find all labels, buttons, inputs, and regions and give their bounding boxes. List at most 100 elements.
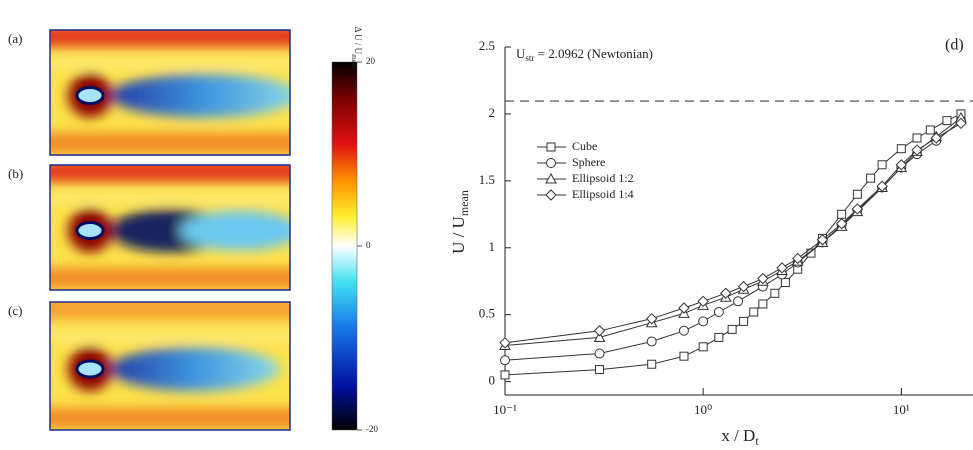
marker	[593, 331, 606, 342]
marker	[912, 133, 922, 143]
wake	[110, 347, 280, 391]
marker	[698, 342, 708, 352]
y-tick-label: 2.5	[479, 38, 495, 53]
marker	[780, 278, 790, 288]
line-chart: 0 0.5 1 1.5 2 2.5 10⁻¹ 10⁰ 10¹ Cube Sphere Ellipsoi…	[479, 38, 973, 417]
body	[75, 86, 105, 105]
marker	[678, 325, 689, 336]
marker	[593, 325, 606, 337]
marker	[895, 159, 908, 171]
heatmap-field	[50, 165, 290, 288]
marker	[866, 173, 876, 183]
marker	[876, 180, 888, 192]
legend-label: Ellipsoid 1:2	[572, 171, 634, 185]
body	[75, 359, 105, 379]
legend-label: Ellipsoid 1:4	[572, 187, 634, 201]
panel-label: (b)	[8, 166, 23, 181]
marker	[500, 370, 510, 380]
marker	[877, 160, 887, 170]
high-band	[50, 133, 290, 153]
marker	[737, 280, 750, 293]
marker	[646, 313, 658, 325]
high-band	[50, 268, 290, 288]
marker	[595, 365, 605, 375]
colorbar-tick-label: 0	[366, 240, 371, 250]
colorbar-label: Δ U / Umean	[350, 27, 363, 70]
marker	[697, 295, 709, 308]
colorbar	[331, 61, 358, 431]
x-tick-label: 10⁻¹	[493, 402, 517, 417]
panel-label: (c)	[8, 303, 22, 318]
marker	[806, 248, 816, 258]
high-band	[50, 30, 290, 47]
marker	[727, 324, 737, 334]
wake	[110, 73, 290, 118]
heatmap-panel	[50, 30, 290, 155]
heatmap-panel	[50, 165, 290, 290]
low-band	[50, 334, 290, 340]
marker	[757, 272, 769, 285]
y-tick-label: 2	[489, 105, 496, 120]
marker	[851, 203, 864, 215]
marker	[647, 359, 657, 369]
legend-label: Sphere	[572, 155, 605, 169]
marker	[930, 132, 942, 144]
low-band	[50, 60, 290, 67]
high-band	[50, 302, 290, 319]
marker	[852, 189, 862, 199]
marker	[837, 209, 847, 219]
marker	[925, 125, 935, 135]
x-axis-label: x / Dt	[721, 426, 759, 448]
y-axis-label: U / Umean	[449, 190, 471, 254]
marker	[646, 336, 657, 347]
legend-label: Cube	[572, 139, 597, 153]
high-band	[50, 165, 290, 182]
x-tick-label: 10⁰	[694, 402, 712, 417]
marker	[545, 172, 557, 184]
y-tick-label: 1.5	[479, 172, 495, 187]
wake-tail	[180, 210, 290, 251]
marker	[546, 158, 556, 168]
colorbar-tick-label: 20	[366, 56, 376, 66]
marker	[678, 302, 690, 314]
high-band	[50, 408, 290, 428]
marker	[714, 332, 724, 342]
y-tick-label: 0.5	[479, 306, 495, 321]
colorbar-tick-label: -20	[366, 424, 378, 434]
low-band	[50, 195, 290, 202]
marker	[546, 142, 556, 152]
x-tick-label: 10¹	[893, 402, 910, 417]
panel-label: (a)	[8, 31, 22, 46]
marker	[955, 117, 967, 129]
marker	[776, 262, 788, 274]
marker	[911, 144, 923, 156]
series-line	[504, 113, 962, 376]
y-tick-label: 0	[489, 373, 496, 388]
marker	[500, 355, 510, 366]
marker	[733, 296, 744, 307]
heatmap-panels: (a) (b) (c)	[8, 29, 291, 431]
marker	[758, 299, 768, 309]
marker	[499, 337, 511, 349]
annotation: Ustr = 2.0962 (Newtonian)	[516, 46, 653, 63]
heatmap-panel	[50, 302, 290, 430]
y-tick-label: 1	[489, 239, 496, 254]
marker	[835, 217, 848, 230]
marker	[698, 316, 709, 327]
marker	[791, 252, 804, 265]
marker	[749, 307, 759, 317]
body	[75, 221, 105, 240]
marker	[942, 116, 952, 126]
marker	[739, 316, 749, 326]
heatmap-field	[50, 302, 290, 428]
marker	[770, 288, 780, 298]
marker	[816, 234, 829, 246]
marker	[713, 307, 724, 318]
marker	[545, 189, 557, 201]
marker	[720, 287, 732, 299]
heatmap-field	[50, 30, 290, 153]
panel-frame	[49, 29, 291, 156]
panel-label: (d)	[945, 37, 964, 54]
panel-frame	[49, 164, 291, 291]
marker	[679, 351, 689, 361]
